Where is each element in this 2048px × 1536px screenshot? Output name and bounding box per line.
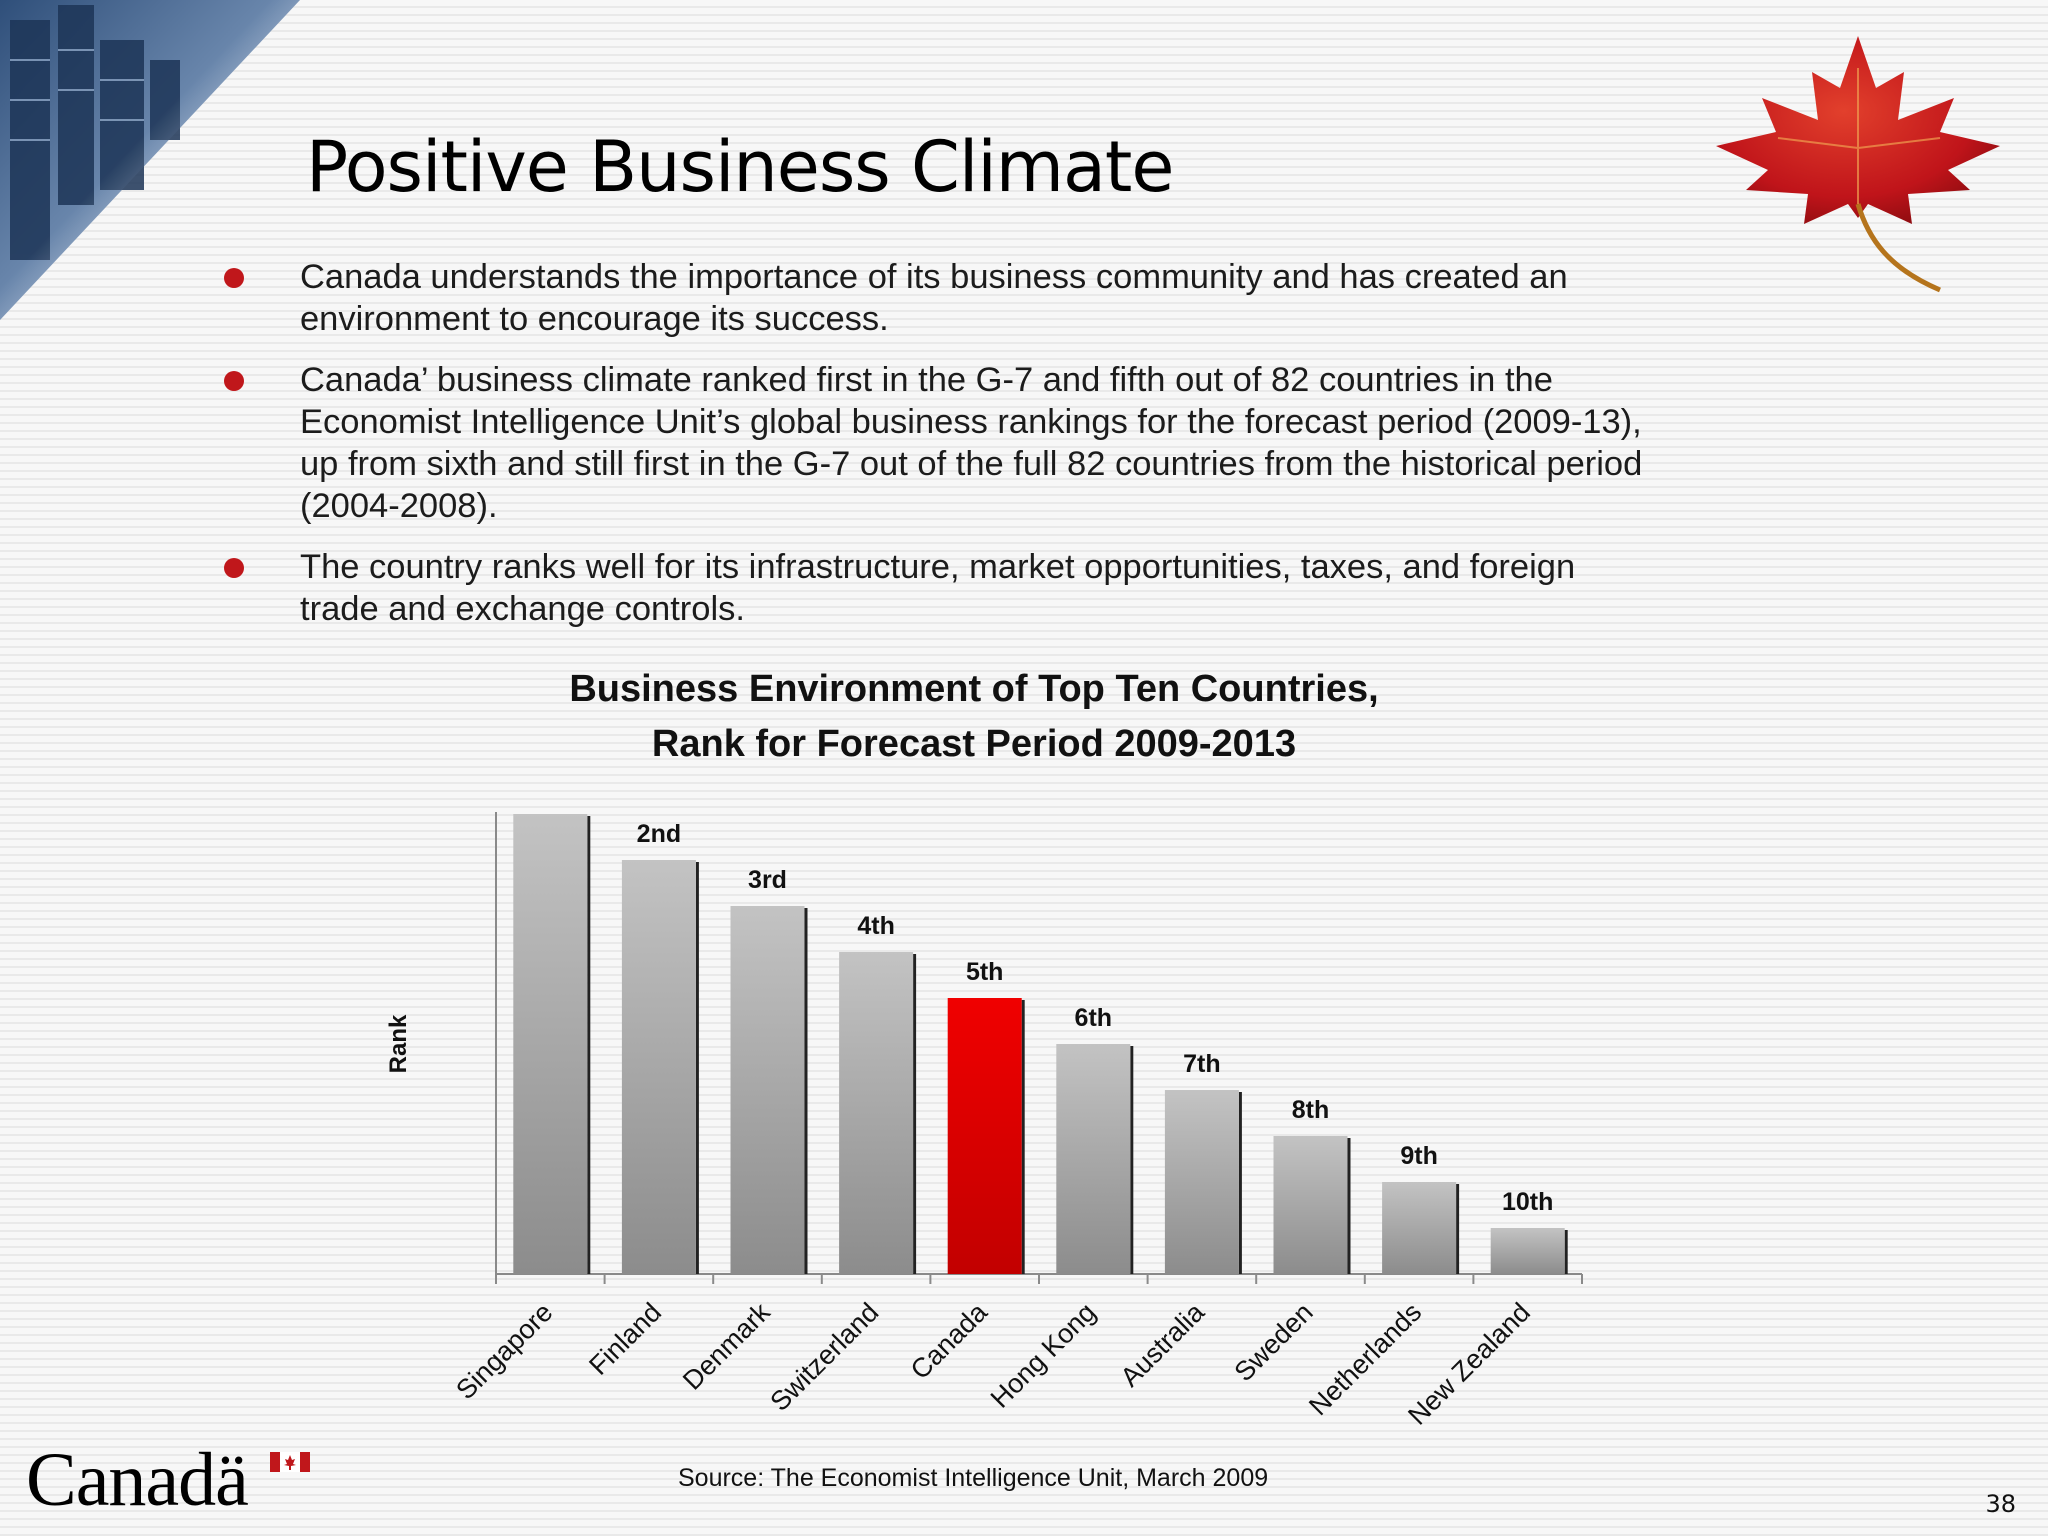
x-tick-label: Hong Kong xyxy=(985,1297,1102,1414)
bullet-dot-icon xyxy=(224,558,244,578)
bar xyxy=(621,860,696,1274)
chart-title-line: Rank for Forecast Period 2009-2013 xyxy=(651,723,1297,765)
bar xyxy=(1164,1090,1239,1274)
bar-shadow xyxy=(1021,1000,1025,1274)
bar-value-label: 4th xyxy=(857,912,895,940)
maple-leaf-icon xyxy=(1716,36,2000,293)
bullet-item: Canada’ business climate ranked first in… xyxy=(220,359,1660,527)
bar xyxy=(730,906,805,1274)
chart-title-line: Business Environment of Top Ten Countrie… xyxy=(569,668,1379,710)
bar xyxy=(1056,1044,1131,1274)
bar-value-label: 8th xyxy=(1292,1096,1330,1124)
canada-wordmark: Canadä xyxy=(26,1438,249,1522)
x-tick-label: Denmark xyxy=(677,1297,776,1396)
bar-value-label: 6th xyxy=(1075,1004,1113,1032)
skyscraper-photo xyxy=(0,0,300,320)
bar-shadow xyxy=(695,862,699,1274)
bar-value-label: 10th xyxy=(1502,1188,1553,1216)
bar-value-label: 7th xyxy=(1183,1050,1221,1078)
bar xyxy=(1490,1228,1565,1274)
bar-value-label: 2nd xyxy=(637,820,681,848)
page-number: 38 xyxy=(1985,1490,2016,1518)
bullet-item: Canada understands the importance of its… xyxy=(220,256,1660,340)
bullet-dot-icon xyxy=(224,268,244,288)
bar-value-label: 5th xyxy=(966,958,1004,986)
x-tick-label: Australia xyxy=(1115,1296,1211,1392)
bar-shadow xyxy=(1564,1230,1568,1274)
bar xyxy=(1273,1136,1348,1274)
x-tick-label: Sweden xyxy=(1229,1297,1319,1387)
bullet-text: Canada understands the importance of its… xyxy=(300,258,1568,338)
bar xyxy=(839,952,914,1274)
slide-title: Positive Business Climate xyxy=(306,126,1174,208)
x-tick-label: Finland xyxy=(583,1297,667,1381)
bullet-item: The country ranks well for its infrastru… xyxy=(220,546,1660,630)
bullet-dot-icon xyxy=(224,371,244,391)
source-note: Source: The Economist Intelligence Unit,… xyxy=(678,1464,1269,1492)
bar-shadow xyxy=(1130,1046,1134,1274)
chart-title: Business Environment of Top Ten Countrie… xyxy=(520,662,1428,772)
y-axis-label: Rank xyxy=(385,1014,412,1073)
bar-shadow xyxy=(804,908,808,1274)
bar-shadow xyxy=(913,954,917,1274)
bar xyxy=(1382,1182,1457,1274)
bar-value-label: 9th xyxy=(1400,1142,1438,1170)
x-tick-label: Canada xyxy=(905,1296,994,1385)
bar-shadow xyxy=(1347,1138,1351,1274)
rank-bar-chart: Rank 1st Singapore 2nd Finland 3rd Denmark 4th… xyxy=(385,800,1583,1431)
bullet-list: Canada understands the importance of its… xyxy=(220,256,1660,649)
bar-value-label: 3rd xyxy=(748,866,787,894)
x-tick-label: Switzerland xyxy=(764,1297,884,1417)
canada-wordmark-logo: Canadä xyxy=(26,1438,310,1522)
bar xyxy=(513,814,588,1274)
bar-value-label: 1st xyxy=(532,800,569,802)
bullet-text: Canada’ business climate ranked first in… xyxy=(300,361,1643,525)
bar-shadow xyxy=(1238,1092,1242,1274)
bar-shadow xyxy=(587,816,591,1274)
bar-shadow xyxy=(1456,1184,1460,1274)
bullet-text: The country ranks well for its infrastru… xyxy=(300,548,1576,628)
x-tick-label: Singapore xyxy=(450,1297,558,1405)
bar-highlight xyxy=(947,998,1022,1274)
canada-flag-icon xyxy=(270,1452,310,1472)
